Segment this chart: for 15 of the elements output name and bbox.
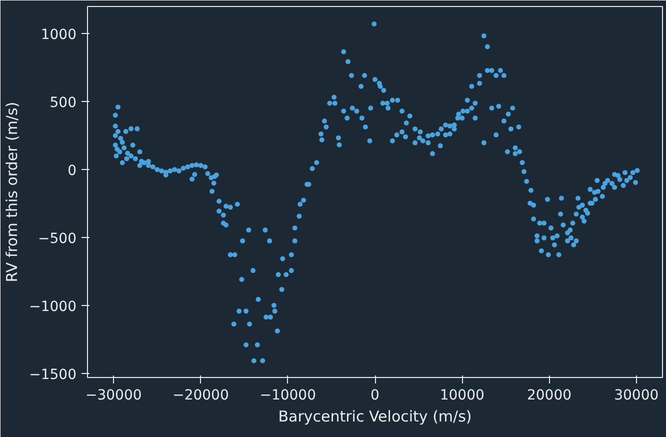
x-axis-title: Barycentric Velocity (m/s) bbox=[278, 408, 472, 426]
x-tick-label: 10000 bbox=[440, 388, 484, 404]
y-tick-label: 500 bbox=[50, 95, 77, 112]
x-tick-label: 30000 bbox=[614, 388, 659, 404]
y-tick-label: −1500 bbox=[29, 366, 76, 383]
y-tick-label: −500 bbox=[38, 231, 76, 248]
y-axis-title: RV from this order (m/s) bbox=[3, 102, 22, 282]
y-tick-label: 1000 bbox=[40, 27, 77, 44]
x-tick-label: −20000 bbox=[172, 388, 229, 404]
x-tick-label: 20000 bbox=[526, 388, 572, 404]
x-tick-label: −30000 bbox=[86, 388, 142, 404]
x-tick-label: −10000 bbox=[260, 388, 316, 404]
y-tick-label: −1000 bbox=[29, 298, 76, 315]
x-tick-label: 0 bbox=[370, 388, 380, 404]
y-tick-label: 0 bbox=[68, 163, 77, 180]
